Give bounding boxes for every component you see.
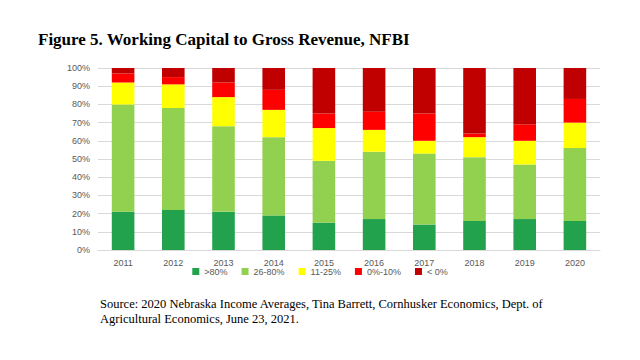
svg-text:0%: 0%	[77, 245, 90, 255]
html-text:Source: 2020 Nebraska Income A: Source: 2020 Nebraska Income Averages, T…	[100, 297, 543, 326]
svg-text:11-25%: 11-25%	[311, 267, 341, 277]
svg-text:60%: 60%	[72, 136, 90, 146]
svg-text:2018: 2018	[464, 258, 484, 268]
svg-text:2017: 2017	[414, 257, 435, 268]
svg-text:70%: 70%	[72, 118, 90, 128]
svg-text:2015: 2015	[313, 257, 334, 268]
svg-text:2014: 2014	[263, 257, 284, 268]
svg-text:< 0%: < 0%	[427, 267, 448, 277]
svg-text:2013: 2013	[213, 257, 234, 268]
svg-text:80%: 80%	[72, 99, 90, 109]
svg-text:2012: 2012	[163, 258, 183, 268]
svg-text:2011: 2011	[113, 258, 132, 268]
svg-text:0%-10%: 0%-10%	[367, 267, 401, 277]
svg-text:10%: 10%	[72, 227, 90, 237]
svg-text:2020: 2020	[565, 258, 585, 268]
svg-text:50%: 50%	[72, 154, 90, 164]
svg-text:26-80%: 26-80%	[254, 267, 285, 277]
svg-text:2016: 2016	[364, 257, 385, 268]
svg-text:20%: 20%	[72, 209, 90, 219]
svg-text:90%: 90%	[72, 81, 90, 91]
svg-text:100%: 100%	[67, 63, 90, 73]
svg-text:>80%: >80%	[204, 267, 227, 277]
svg-text:30%: 30%	[72, 190, 90, 200]
html-text:Figure 5. Working Capital to G: Figure 5. Working Capital to Gross Reven…	[38, 30, 410, 49]
svg-text:40%: 40%	[72, 172, 90, 182]
svg-text:2019: 2019	[515, 258, 535, 268]
